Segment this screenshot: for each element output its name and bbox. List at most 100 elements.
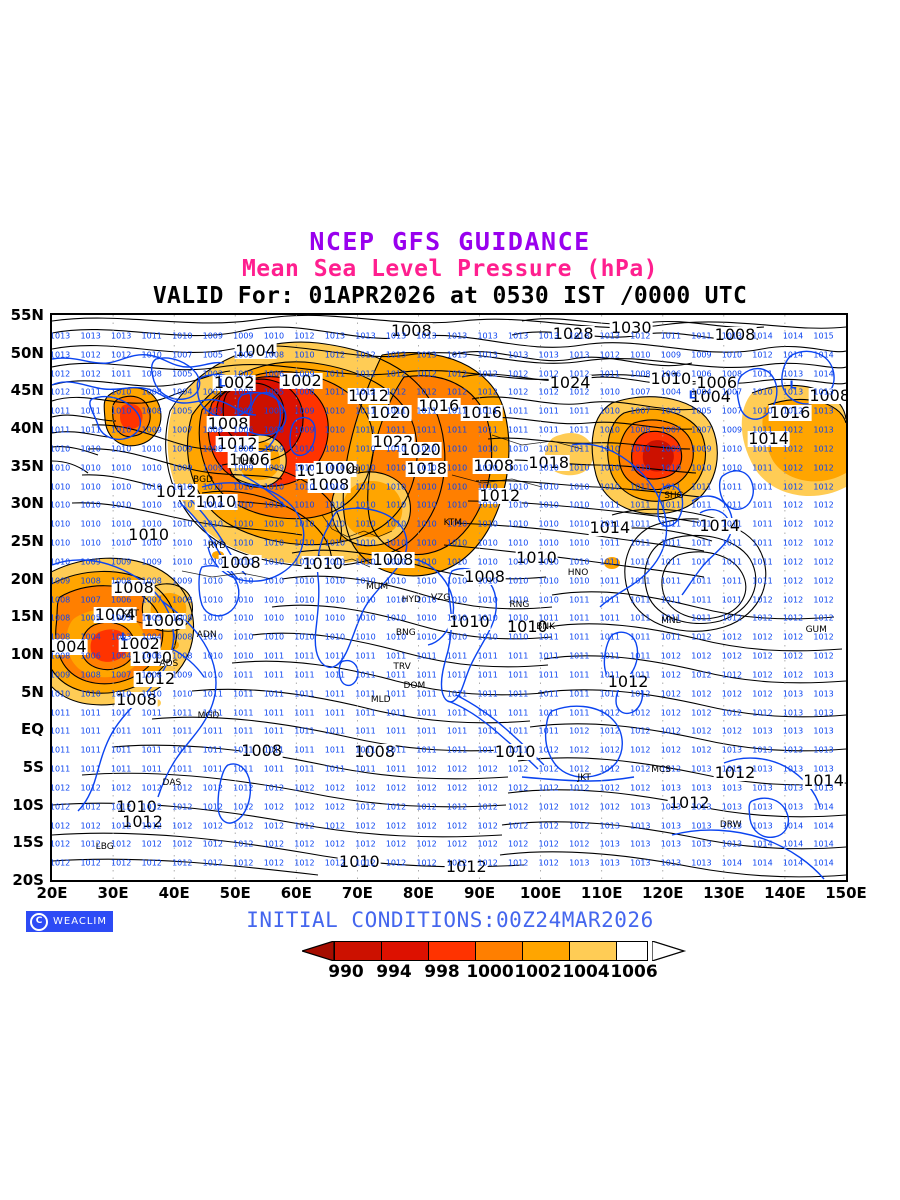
lat-tick-20N: 20N bbox=[10, 569, 44, 588]
grid-value: 1011 bbox=[660, 632, 682, 642]
grid-value: 1011 bbox=[538, 689, 559, 699]
grid-value: 1010 bbox=[477, 519, 498, 529]
grid-value: 1012 bbox=[569, 802, 590, 812]
grid-value: 1010 bbox=[263, 613, 285, 623]
grid-value: 1004 bbox=[110, 651, 132, 661]
grid-value: 1012 bbox=[477, 821, 498, 830]
station-label-ads: ADS bbox=[159, 658, 179, 669]
grid-value: 1011 bbox=[660, 538, 682, 548]
grid-value: 1012 bbox=[477, 802, 498, 812]
contour-label: 1024 bbox=[548, 373, 592, 393]
contour-label: 1012 bbox=[215, 433, 259, 453]
grid-value: 1013 bbox=[782, 745, 804, 755]
grid-value: 1010 bbox=[630, 444, 651, 454]
grid-value: 1011 bbox=[446, 425, 468, 435]
station-label-das: DAS bbox=[162, 777, 182, 788]
grid-value: 1011 bbox=[324, 670, 346, 680]
grid-value: 1005 bbox=[141, 613, 162, 623]
grid-value: 1012 bbox=[752, 350, 773, 360]
grid-value: 1012 bbox=[233, 783, 254, 793]
grid-value: 1012 bbox=[721, 726, 743, 736]
grid-value: 1011 bbox=[507, 651, 529, 661]
grid-value: 1011 bbox=[721, 500, 743, 510]
grid-value: 1011 bbox=[324, 708, 346, 717]
grid-value: 1012 bbox=[538, 764, 559, 774]
grid-value: 1012 bbox=[80, 783, 101, 793]
grid-value: 1011 bbox=[538, 708, 559, 717]
grid-value: 1010 bbox=[721, 463, 743, 473]
grid-value: 1011 bbox=[599, 538, 620, 548]
grid-value: 1011 bbox=[416, 670, 437, 680]
grid-value: 1010 bbox=[507, 444, 529, 454]
grid-value: 1014 bbox=[813, 802, 834, 812]
grid-value: 1013 bbox=[324, 331, 346, 341]
grid-value: 1010 bbox=[538, 463, 559, 473]
grid-value: 1012 bbox=[446, 802, 468, 812]
grid-value: 1012 bbox=[782, 557, 804, 567]
grid-value: 1011 bbox=[263, 726, 285, 736]
grid-value: 1011 bbox=[172, 708, 193, 717]
grid-value: 1012 bbox=[50, 858, 71, 868]
grid-value: 1012 bbox=[416, 858, 437, 868]
grid-value: 1012 bbox=[355, 369, 376, 378]
contour-label: 1002 bbox=[212, 372, 256, 392]
contour-label: 1000 bbox=[313, 459, 357, 479]
grid-value: 1011 bbox=[233, 708, 254, 717]
grid-value: 1012 bbox=[813, 482, 834, 491]
grid-value: 1010 bbox=[294, 576, 315, 586]
grid-value: 1010 bbox=[202, 576, 223, 586]
grid-value: 1010 bbox=[233, 576, 254, 586]
grid-value: 1011 bbox=[507, 745, 529, 755]
grid-value: 1008 bbox=[172, 651, 193, 661]
grid-value: 1011 bbox=[477, 651, 498, 661]
grid-value: 1014 bbox=[782, 839, 804, 849]
grid-value: 1004 bbox=[141, 632, 162, 642]
grid-value: 1012 bbox=[599, 708, 620, 717]
grid-value: 1012 bbox=[538, 858, 559, 868]
grid-value: 1011 bbox=[110, 764, 132, 774]
contour-label: 1004 bbox=[689, 386, 732, 406]
grid-value: 1013 bbox=[813, 689, 834, 699]
grid-value: 1011 bbox=[630, 595, 651, 604]
station-label-gum: GUM bbox=[805, 624, 827, 635]
grid-value: 1012 bbox=[355, 821, 376, 830]
grid-value: 1006 bbox=[263, 406, 285, 416]
grid-value: 1012 bbox=[813, 632, 834, 642]
grid-value: 1011 bbox=[385, 406, 407, 416]
grid-value: 1010 bbox=[233, 557, 254, 567]
grid-value: 1012 bbox=[477, 369, 498, 378]
pressure-colorbar[interactable] bbox=[302, 941, 686, 961]
lon-tick-40E: 40E bbox=[158, 884, 190, 902]
grid-value: 1012 bbox=[782, 670, 804, 680]
grid-value: 1011 bbox=[569, 632, 590, 642]
grid-value: 1011 bbox=[80, 726, 101, 736]
grid-value: 1012 bbox=[263, 839, 285, 849]
grid-value: 1010 bbox=[263, 557, 285, 567]
grid-value: 1012 bbox=[752, 689, 773, 699]
grid-value: 1014 bbox=[782, 350, 804, 360]
grid-value: 1013 bbox=[721, 764, 743, 774]
grid-value: 1014 bbox=[782, 821, 804, 830]
contour-label: 1012 bbox=[444, 856, 488, 876]
grid-value: 1011 bbox=[416, 406, 437, 416]
grid-value: 1012 bbox=[538, 369, 559, 378]
map-plot-area[interactable]: 1004 1002 1002 1008 1012 1006 1008 1028 1030 1008… bbox=[50, 313, 848, 882]
grid-value: 1001 bbox=[202, 387, 223, 397]
grid-value: 1010 bbox=[355, 482, 376, 491]
grid-value: 1005 bbox=[172, 369, 193, 378]
contour-label: 1008 bbox=[115, 689, 158, 709]
grid-value: 1010 bbox=[110, 387, 132, 397]
grid-value: 1011 bbox=[80, 745, 101, 755]
lat-tick-40N: 40N bbox=[10, 419, 44, 437]
grid-value: 1012 bbox=[599, 764, 620, 774]
grid-value: 1009 bbox=[721, 425, 743, 435]
weaclim-logo[interactable]: C WEACLIM bbox=[26, 911, 114, 932]
grid-value: 1013 bbox=[446, 331, 468, 341]
grid-value: 1008 bbox=[721, 369, 743, 378]
lon-tick-30E: 30E bbox=[97, 884, 129, 902]
grid-value: 1010 bbox=[385, 557, 407, 567]
grid-value: 1008 bbox=[50, 613, 71, 623]
contour-label: 1012 bbox=[347, 386, 390, 406]
grid-value: 1011 bbox=[324, 369, 346, 378]
grid-value: 1010 bbox=[385, 576, 407, 586]
